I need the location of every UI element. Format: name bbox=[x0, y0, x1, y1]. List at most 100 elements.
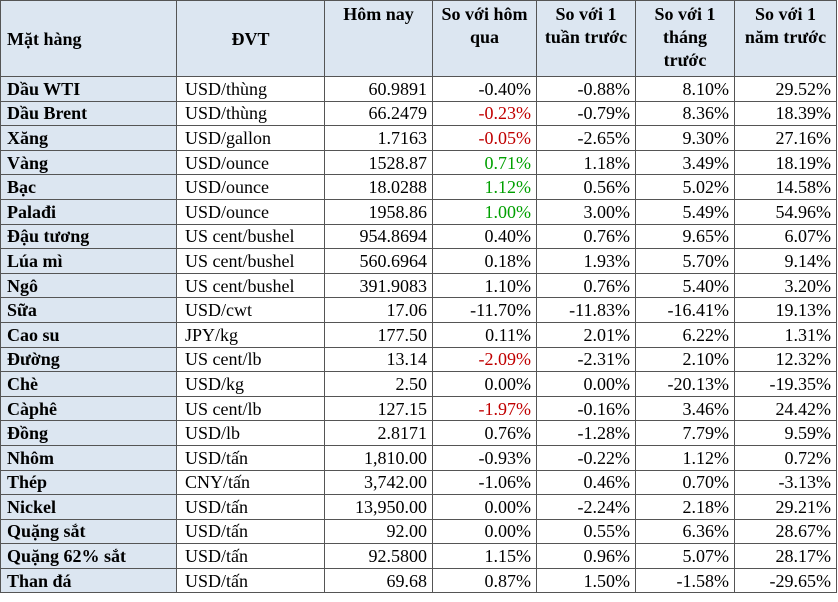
change-vs-week: -0.88% bbox=[536, 76, 636, 102]
table-row: Dầu Brent USD/thùng 66.2479 -0.23% -0.79% 8.3… bbox=[0, 100, 837, 127]
commodity-name: Dầu WTI bbox=[0, 76, 177, 102]
change-vs-week: 0.46% bbox=[536, 469, 636, 496]
change-vs-yesterday: -0.05% bbox=[432, 125, 537, 151]
table-row: Palađi USD/ounce 1958.86 1.00% 3.00% 5.49% 54.… bbox=[0, 198, 837, 225]
table-row: Than đá USD/tấn 69.68 0.87% 1.50% -1.58% -29.6… bbox=[0, 567, 837, 594]
commodity-name: Càphê bbox=[0, 395, 177, 422]
change-vs-yesterday: 1.10% bbox=[432, 272, 537, 299]
unit-cell: USD/gallon bbox=[176, 125, 325, 151]
table-row: Chè USD/kg 2.50 0.00% 0.00% -20.13% -19.35% bbox=[0, 371, 837, 397]
unit-cell: USD/kg bbox=[176, 371, 325, 397]
change-vs-year: 6.07% bbox=[734, 223, 837, 250]
change-vs-month: 1.12% bbox=[635, 444, 735, 471]
change-vs-month: 8.10% bbox=[635, 76, 735, 102]
change-vs-month: 3.46% bbox=[635, 395, 735, 422]
change-vs-week: -0.22% bbox=[536, 444, 636, 471]
change-vs-year: 28.67% bbox=[734, 518, 837, 545]
change-vs-week: -2.65% bbox=[536, 125, 636, 151]
change-vs-week: -0.79% bbox=[536, 100, 636, 127]
commodity-name: Xăng bbox=[0, 125, 177, 151]
change-vs-week: -2.24% bbox=[536, 494, 636, 520]
change-vs-yesterday: 0.00% bbox=[432, 494, 537, 520]
price-today: 92.00 bbox=[324, 518, 433, 545]
change-vs-yesterday: -2.09% bbox=[432, 346, 537, 373]
table-body: Dầu WTI USD/thùng 60.9891 -0.40% -0.88% 8.10%… bbox=[0, 76, 837, 594]
change-vs-yesterday: 0.87% bbox=[432, 567, 537, 594]
commodity-name: Bạc bbox=[0, 174, 177, 200]
change-vs-week: 0.96% bbox=[536, 543, 636, 569]
change-vs-week: -0.16% bbox=[536, 395, 636, 422]
change-vs-month: 5.07% bbox=[635, 543, 735, 569]
price-today: 60.9891 bbox=[324, 76, 433, 102]
unit-cell: USD/tấn bbox=[176, 444, 325, 471]
price-today: 13,950.00 bbox=[324, 494, 433, 520]
commodity-name: Than đá bbox=[0, 567, 177, 594]
table-row: Dầu WTI USD/thùng 60.9891 -0.40% -0.88% 8.10%… bbox=[0, 76, 837, 102]
change-vs-year: 27.16% bbox=[734, 125, 837, 151]
header-vs-yesterday: So với hôm qua bbox=[432, 0, 537, 77]
unit-cell: CNY/tấn bbox=[176, 469, 325, 496]
table-row: Bạc USD/ounce 18.0288 1.12% 0.56% 5.02% 14.58% bbox=[0, 174, 837, 200]
price-today: 1.7163 bbox=[324, 125, 433, 151]
change-vs-month: 9.30% bbox=[635, 125, 735, 151]
change-vs-month: 5.49% bbox=[635, 198, 735, 225]
unit-cell: USD/thùng bbox=[176, 76, 325, 102]
change-vs-yesterday: 0.76% bbox=[432, 420, 537, 446]
change-vs-year: -19.35% bbox=[734, 371, 837, 397]
price-today: 560.6964 bbox=[324, 248, 433, 274]
table-row: Sữa USD/cwt 17.06 -11.70% -11.83% -16.41% 19.1… bbox=[0, 297, 837, 323]
commodity-name: Chè bbox=[0, 371, 177, 397]
unit-cell: USD/tấn bbox=[176, 518, 325, 545]
header-unit: ĐVT bbox=[176, 0, 325, 77]
change-vs-year: 18.19% bbox=[734, 149, 837, 176]
change-vs-yesterday: -0.93% bbox=[432, 444, 537, 471]
change-vs-year: 1.31% bbox=[734, 321, 837, 348]
change-vs-year: 29.52% bbox=[734, 76, 837, 102]
price-today: 3,742.00 bbox=[324, 469, 433, 496]
header-today: Hôm nay bbox=[324, 0, 433, 77]
change-vs-yesterday: 0.18% bbox=[432, 248, 537, 274]
table-row: Nhôm USD/tấn 1,810.00 -0.93% -0.22% 1.12% 0.72… bbox=[0, 444, 837, 471]
commodity-name: Nhôm bbox=[0, 444, 177, 471]
table-row: Đậu tương US cent/bushel 954.8694 0.40% 0.76… bbox=[0, 223, 837, 250]
unit-cell: US cent/lb bbox=[176, 346, 325, 373]
table-row: Cao su JPY/kg 177.50 0.11% 2.01% 6.22% 1.31% bbox=[0, 321, 837, 348]
change-vs-yesterday: 0.40% bbox=[432, 223, 537, 250]
commodity-name: Cao su bbox=[0, 321, 177, 348]
change-vs-week: 1.93% bbox=[536, 248, 636, 274]
change-vs-year: 54.96% bbox=[734, 198, 837, 225]
price-today: 66.2479 bbox=[324, 100, 433, 127]
table-row: Nickel USD/tấn 13,950.00 0.00% -2.24% 2.18% 29… bbox=[0, 494, 837, 520]
change-vs-month: 6.36% bbox=[635, 518, 735, 545]
commodity-name: Quặng sắt bbox=[0, 518, 177, 545]
change-vs-yesterday: -1.97% bbox=[432, 395, 537, 422]
table-row: Ngô US cent/bushel 391.9083 1.10% 0.76% 5.40%… bbox=[0, 272, 837, 299]
unit-cell: USD/cwt bbox=[176, 297, 325, 323]
change-vs-yesterday: -0.40% bbox=[432, 76, 537, 102]
change-vs-month: 2.18% bbox=[635, 494, 735, 520]
unit-cell: US cent/lb bbox=[176, 395, 325, 422]
unit-cell: USD/lb bbox=[176, 420, 325, 446]
change-vs-yesterday: 1.15% bbox=[432, 543, 537, 569]
unit-cell: USD/ounce bbox=[176, 174, 325, 200]
commodity-name: Palađi bbox=[0, 198, 177, 225]
price-today: 127.15 bbox=[324, 395, 433, 422]
price-today: 391.9083 bbox=[324, 272, 433, 299]
change-vs-week: 0.56% bbox=[536, 174, 636, 200]
unit-cell: USD/tấn bbox=[176, 494, 325, 520]
change-vs-month: 5.40% bbox=[635, 272, 735, 299]
change-vs-year: -3.13% bbox=[734, 469, 837, 496]
change-vs-month: 5.70% bbox=[635, 248, 735, 274]
header-vs-week: So với 1 tuần trước bbox=[536, 0, 636, 77]
unit-cell: US cent/bushel bbox=[176, 223, 325, 250]
change-vs-month: 6.22% bbox=[635, 321, 735, 348]
unit-cell: USD/tấn bbox=[176, 567, 325, 594]
unit-cell: USD/tấn bbox=[176, 543, 325, 569]
header-commodity: Mặt hàng bbox=[0, 0, 177, 77]
table-row: Lúa mì US cent/bushel 560.6964 0.18% 1.93% 5.… bbox=[0, 248, 837, 274]
price-today: 1528.87 bbox=[324, 149, 433, 176]
unit-cell: USD/ounce bbox=[176, 198, 325, 225]
change-vs-month: -20.13% bbox=[635, 371, 735, 397]
table-row: Quặng sắt USD/tấn 92.00 0.00% 0.55% 6.36% 28.6… bbox=[0, 518, 837, 545]
